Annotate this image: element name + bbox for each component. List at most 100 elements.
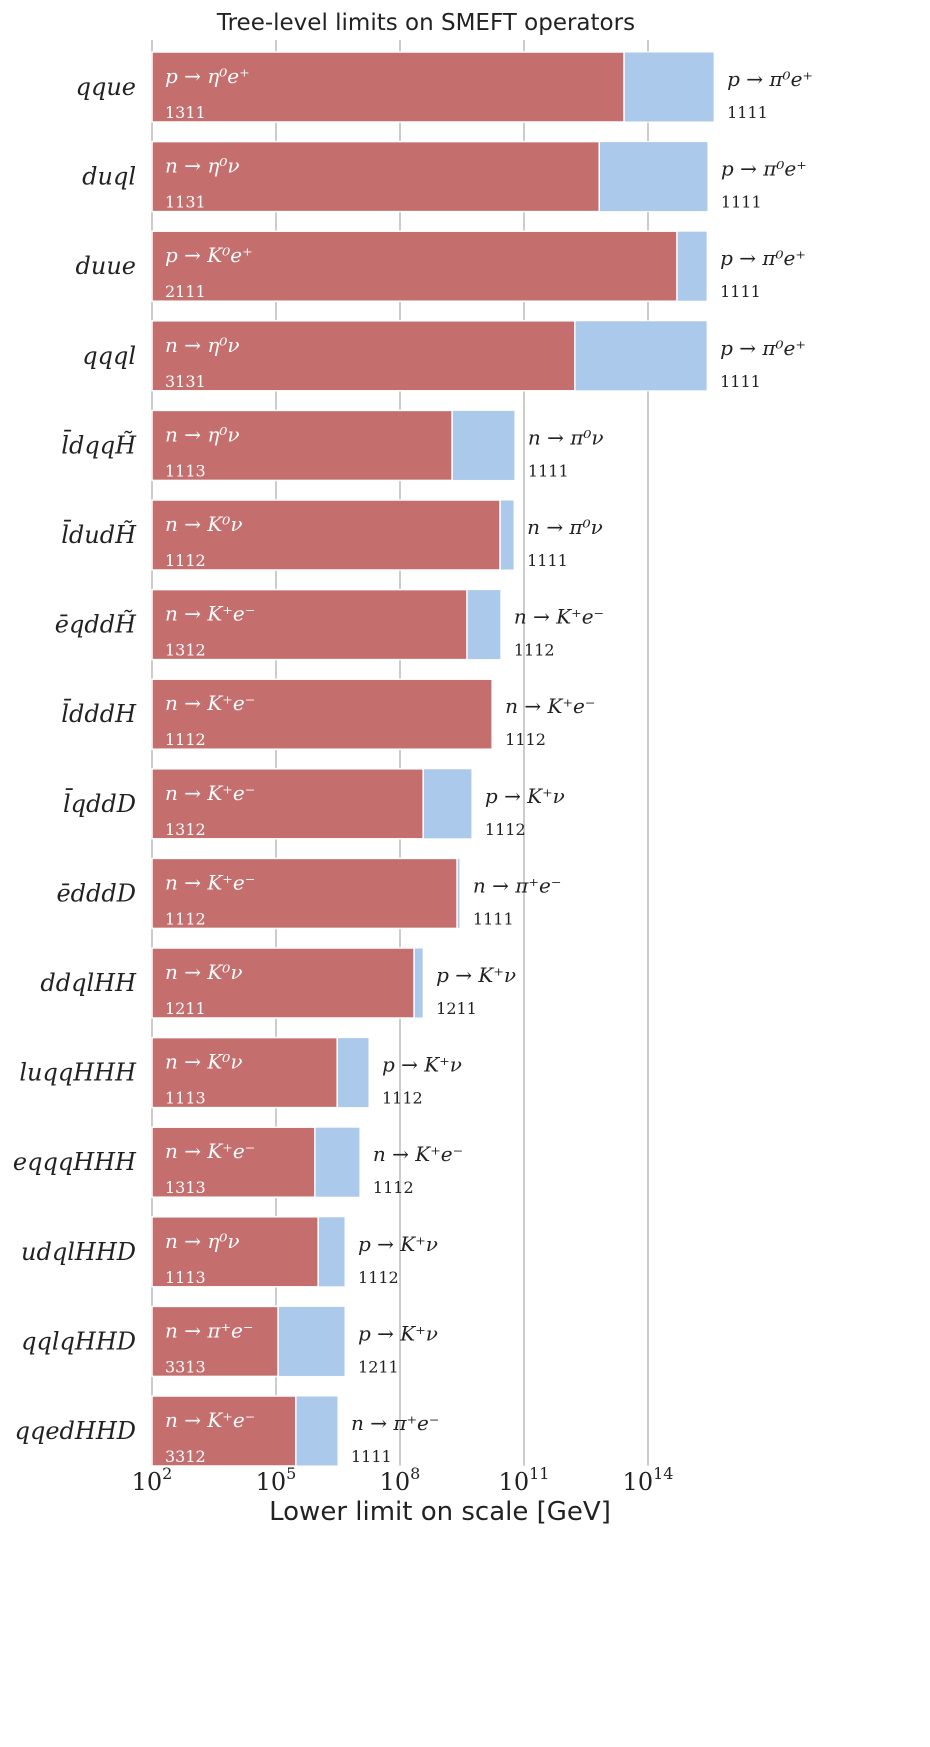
bar-red [151,51,625,123]
red-channel-label: n → K⁺e⁻ [165,602,255,626]
red-flavour-label: 1113 [165,1268,206,1287]
red-channel-label: n → K⁺e⁻ [165,691,255,715]
blue-flavour-label: 1112 [485,820,526,839]
blue-channel-label: n → π⁺e⁻ [351,1411,439,1435]
blue-flavour-label: 1111 [528,461,569,480]
blue-flavour-label: 1111 [473,909,514,928]
bar-red [151,1036,338,1109]
red-channel-label: n → K⁺e⁻ [165,781,255,805]
red-flavour-label: 1112 [165,909,206,928]
x-tick-exponent: 14 [653,1464,673,1483]
red-flavour-label: 1112 [165,551,206,570]
operator-label: ēqddH̃ [55,610,137,638]
bar-red [151,1305,279,1378]
red-channel-label: n → η⁰ν [165,154,240,178]
blue-channel-label: p → K⁺ν [485,784,565,808]
red-flavour-label: 3312 [165,1447,206,1466]
x-tick-label: 1014 [623,1464,674,1496]
operator-label: ddqlHH [40,969,137,997]
blue-channel-label: p → π⁰e⁺ [721,157,807,181]
blue-flavour-label: 1112 [505,730,546,749]
x-tick-exponent: 8 [410,1464,420,1483]
bar-red [151,230,678,302]
operator-label: qqedHHD [15,1417,136,1445]
blue-flavour-label: 1111 [720,372,761,391]
operator-label: duue [76,252,136,280]
blue-flavour-label: 1112 [358,1268,399,1287]
blue-channel-label: p → K⁺ν [358,1321,438,1345]
blue-channel-label: n → K⁺e⁻ [505,694,595,718]
red-channel-label: n → K⁺e⁻ [165,870,255,894]
blue-flavour-label: 1211 [436,999,477,1018]
blue-channel-label: p → π⁰e⁺ [727,67,813,91]
red-channel-label: n → η⁰ν [165,333,240,357]
x-tick-exponent: 5 [286,1464,296,1483]
bar-red [151,409,453,482]
red-flavour-label: 1113 [165,461,206,480]
bar-red [151,678,493,750]
operator-label: duql [82,163,136,191]
blue-flavour-label: 1111 [527,551,568,570]
bar-red [151,1395,297,1467]
x-tick-label: 1011 [499,1464,550,1496]
blue-channel-label: n → π⁰ν [528,425,604,449]
x-tick-label: 105 [256,1464,297,1496]
operator-label: luqqHHH [19,1059,137,1087]
operator-label: qque [76,73,136,101]
blue-flavour-label: 1211 [358,1357,399,1376]
bar-red [151,947,415,1019]
operator-label: eqqqHHH [13,1148,137,1176]
red-channel-label: n → K⁺e⁻ [165,1139,255,1163]
red-flavour-label: 1311 [165,103,206,122]
operator-label: l̄dddH [61,699,137,728]
x-tick-base: 10 [380,1468,411,1496]
red-flavour-label: 1131 [165,193,206,212]
blue-flavour-label: 1111 [720,282,761,301]
bar-red [151,768,424,840]
x-tick-exponent: 11 [529,1464,549,1483]
red-flavour-label: 1312 [165,820,206,839]
operator-label: ēdddD [56,879,136,907]
bar-red [151,140,600,213]
x-tick-base: 10 [499,1468,530,1496]
red-flavour-label: 1113 [165,1089,206,1108]
x-tick-base: 10 [256,1468,287,1496]
blue-flavour-label: 1111 [721,193,762,212]
x-tick-base: 10 [132,1468,163,1496]
red-flavour-label: 3131 [165,372,206,391]
blue-channel-label: n → π⁰ν [527,515,603,539]
red-channel-label: n → K⁺e⁻ [165,1408,255,1432]
blue-channel-label: p → K⁺ν [358,1232,438,1256]
red-flavour-label: 1313 [165,1178,206,1197]
red-channel-label: p → K⁰e⁺ [165,243,253,267]
x-tick-base: 10 [623,1468,654,1496]
red-flavour-label: 1312 [165,641,206,660]
blue-flavour-label: 1112 [373,1178,414,1197]
blue-channel-label: p → π⁰e⁺ [720,336,806,360]
operator-label: l̄dqqH̃ [61,430,137,459]
chart-title: Tree-level limits on SMEFT operators [216,10,635,36]
x-tick-label: 102 [132,1464,173,1496]
red-channel-label: n → π⁺e⁻ [165,1318,253,1342]
operator-label: qqql [82,342,136,370]
operator-label: udqlHHD [21,1238,136,1266]
red-flavour-label: 1211 [165,999,206,1018]
red-channel-label: n → K⁰ν [165,1050,242,1074]
red-flavour-label: 3313 [165,1357,206,1376]
blue-channel-label: n → π⁺e⁻ [473,873,561,897]
x-tick-label: 108 [380,1464,421,1496]
blue-flavour-label: 1111 [351,1447,392,1466]
red-flavour-label: 1112 [165,730,206,749]
red-channel-label: n → η⁰ν [165,422,240,446]
blue-channel-label: n → K⁺e⁻ [514,605,604,629]
red-channel-label: n → K⁰ν [165,960,242,984]
blue-channel-label: p → π⁰e⁺ [720,246,806,270]
blue-channel-label: p → K⁺ν [436,963,516,987]
blue-flavour-label: 1112 [514,641,555,660]
operator-label: l̄qddD [63,789,136,818]
bar-red [151,857,458,930]
blue-channel-label: n → K⁺e⁻ [373,1142,463,1166]
red-channel-label: p → η⁰e⁺ [165,64,250,88]
red-channel-label: n → K⁰ν [165,512,242,536]
